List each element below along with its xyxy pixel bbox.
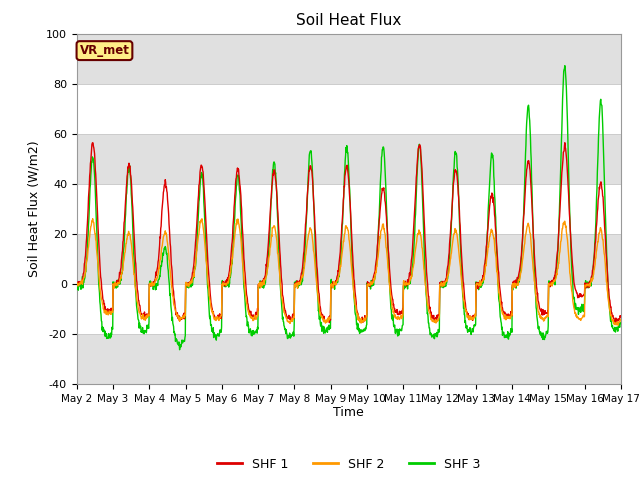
Y-axis label: Soil Heat Flux (W/m2): Soil Heat Flux (W/m2) [28,141,40,277]
SHF 1 [553,257,561,263]
Bar [77,34,621,84]
SHF 2 [617,317,625,323]
SHF 1 [617,313,625,319]
SHF 2 [181,313,189,319]
SHF 3 [195,215,202,221]
SHF 1 [181,312,189,318]
X-axis label: Time: Time [333,407,364,420]
SHF 3 [561,63,569,69]
Title: Soil Heat Flux: Soil Heat Flux [296,13,401,28]
Line: SHF 2: SHF 2 [77,219,621,325]
Text: VR_met: VR_met [79,44,129,57]
SHF 1 [89,140,97,145]
Line: SHF 3: SHF 3 [77,66,621,350]
SHF 2 [553,271,561,276]
SHF 1 [505,313,513,319]
SHF 3 [553,266,561,272]
SHF 2 [434,317,442,323]
SHF 1 [434,314,442,320]
Bar [77,134,621,184]
Legend: SHF 1, SHF 2, SHF 3: SHF 1, SHF 2, SHF 3 [212,453,486,476]
Bar [77,234,621,284]
SHF 2 [89,216,97,222]
SHF 2 [195,235,202,240]
SHF 1 [612,321,620,327]
SHF 2 [505,315,513,321]
SHF 3 [255,285,263,291]
SHF 3 [617,321,625,326]
Bar [77,334,621,384]
SHF 2 [73,281,81,287]
SHF 1 [73,281,81,287]
SHF 2 [255,283,263,289]
SHF 3 [73,286,81,292]
SHF 2 [614,323,622,328]
SHF 3 [176,347,184,353]
SHF 1 [195,197,202,203]
SHF 3 [434,333,442,338]
SHF 3 [181,335,189,341]
SHF 3 [505,336,513,342]
SHF 1 [255,284,263,290]
Line: SHF 1: SHF 1 [77,143,621,324]
